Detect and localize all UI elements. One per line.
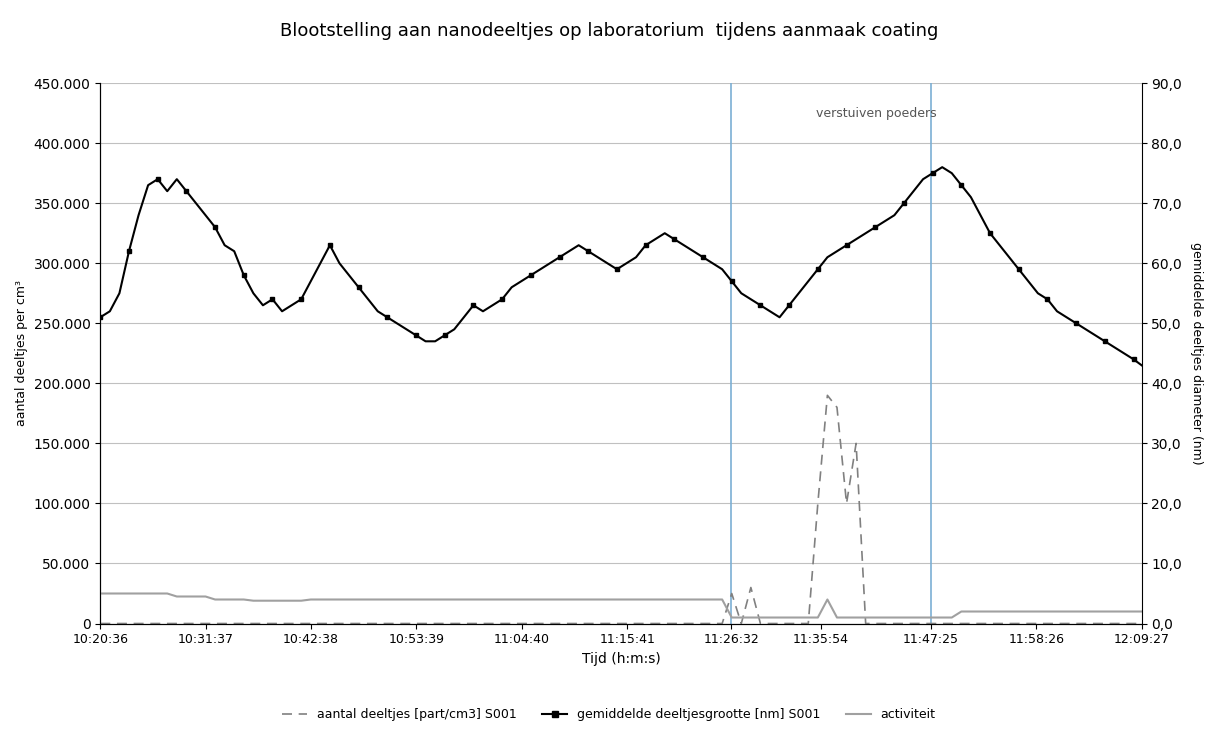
Legend: aantal deeltjes [part/cm3] S001, gemiddelde deeltjesgrootte [nm] S001, activitei: aantal deeltjes [part/cm3] S001, gemidde…: [278, 703, 940, 727]
Y-axis label: aantal deeltjes per cm³: aantal deeltjes per cm³: [15, 280, 28, 426]
Text: verstuiven poeders: verstuiven poeders: [816, 107, 937, 120]
Text: Blootstelling aan nanodeeltjes op laboratorium  tijdens aanmaak coating: Blootstelling aan nanodeeltjes op labora…: [280, 22, 938, 40]
X-axis label: Tijd (h:m:s): Tijd (h:m:s): [582, 652, 660, 666]
Y-axis label: gemiddelde deeltjes diameter (nm): gemiddelde deeltjes diameter (nm): [1190, 242, 1203, 465]
